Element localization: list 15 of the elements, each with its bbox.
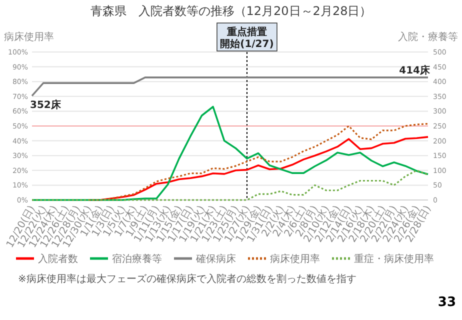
chart-title: 青森県 入院者数等の推移（12月20日～2月28日） [90, 4, 372, 18]
line-series [31, 170, 429, 201]
legend-label: 重症・病床使用率 [354, 253, 434, 265]
line-series [88, 122, 429, 201]
data-label: 352床 [30, 98, 62, 111]
y-axis-title: 病床使用率 [4, 31, 54, 43]
legend-label: 入院者数 [38, 253, 78, 265]
y2-axis-title: 入院・療養等 [398, 31, 458, 43]
text: 33 [438, 295, 456, 310]
text: ※病床使用率は最大フェーズの確保病床で入院者の総数を割った数値を指す [18, 273, 356, 285]
legend-label: 病床使用率 [270, 253, 320, 265]
ref-line-label: 重点措置開始(1/27) [220, 26, 274, 50]
legend-label: 宿泊療養等 [112, 253, 162, 265]
data-label: 414床 [399, 64, 431, 76]
legend-label: 確保病床 [195, 253, 236, 265]
